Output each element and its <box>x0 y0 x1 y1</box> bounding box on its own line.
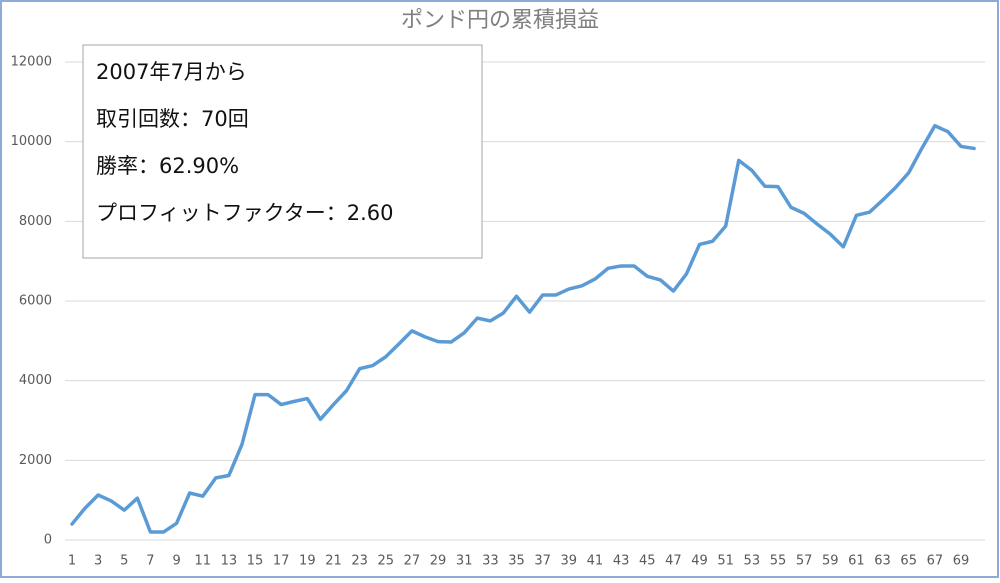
x-tick-label: 37 <box>534 554 551 569</box>
x-tick-label: 17 <box>273 554 290 569</box>
x-tick-label: 31 <box>456 554 473 569</box>
y-tick-label: 10000 <box>11 134 52 149</box>
x-tick-label: 57 <box>796 554 813 569</box>
y-tick-label: 6000 <box>19 294 52 309</box>
annotation-text: 2007年7月から <box>96 60 247 84</box>
x-tick-label: 63 <box>874 554 891 569</box>
x-tick-label: 5 <box>120 554 128 569</box>
x-tick-label: 27 <box>404 554 421 569</box>
x-tick-label: 25 <box>377 554 394 569</box>
x-tick-label: 51 <box>717 554 734 569</box>
x-tick-label: 65 <box>900 554 917 569</box>
x-tick-label: 47 <box>665 554 682 569</box>
x-tick-label: 23 <box>351 554 368 569</box>
y-tick-label: 4000 <box>19 373 52 388</box>
data-line <box>70 123 976 534</box>
x-tick-label: 69 <box>953 554 970 569</box>
x-tick-label: 45 <box>639 554 656 569</box>
x-tick-label: 3 <box>94 554 102 569</box>
x-tick-label: 59 <box>822 554 839 569</box>
x-tick-label: 21 <box>325 554 342 569</box>
y-tick-label: 2000 <box>19 453 52 468</box>
x-tick-label: 7 <box>146 554 154 569</box>
x-tick-label: 49 <box>691 554 708 569</box>
annotation-text: 取引回数：70回 <box>96 107 249 131</box>
x-tick-label: 67 <box>927 554 944 569</box>
annotation-box <box>82 44 483 259</box>
annotation-text: プロフィットファクター：2.60 <box>96 201 394 225</box>
x-tick-label: 11 <box>194 554 211 569</box>
x-tick-label: 39 <box>561 554 578 569</box>
y-tick-label: 0 <box>44 533 52 548</box>
x-tick-label: 1 <box>68 554 76 569</box>
y-tick-label: 12000 <box>11 55 52 70</box>
x-tick-label: 35 <box>508 554 525 569</box>
annotation-text: 勝率：62.90% <box>96 154 239 178</box>
x-tick-label: 19 <box>299 554 316 569</box>
x-tick-label: 41 <box>587 554 604 569</box>
x-tick-label: 13 <box>221 554 238 569</box>
x-tick-label: 15 <box>247 554 264 569</box>
y-tick-label: 8000 <box>19 214 52 229</box>
x-tick-label: 29 <box>430 554 447 569</box>
x-tick-label: 33 <box>482 554 499 569</box>
x-tick-label: 61 <box>848 554 865 569</box>
x-tick-label: 43 <box>613 554 630 569</box>
x-tick-label: 53 <box>744 554 761 569</box>
chart-title: ポンド円の累積損益 <box>401 8 599 33</box>
x-tick-label: 9 <box>172 554 180 569</box>
x-tick-label: 55 <box>770 554 787 569</box>
